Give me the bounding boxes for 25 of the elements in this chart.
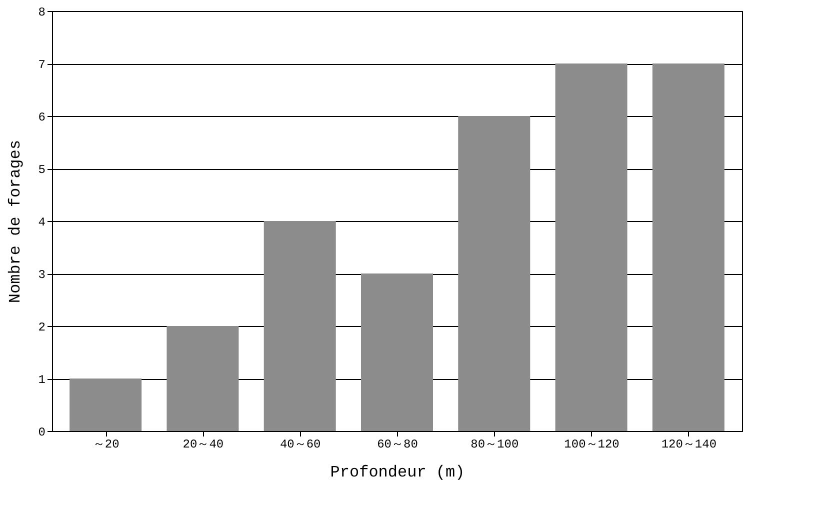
y-tick-label: 7 bbox=[38, 58, 46, 72]
x-tick-label: 40～60 bbox=[280, 438, 321, 452]
y-tick-label: 4 bbox=[38, 216, 46, 230]
x-tick-label: 80～100 bbox=[470, 438, 519, 452]
bar bbox=[264, 221, 336, 431]
y-tick-label: 3 bbox=[38, 268, 46, 282]
y-axis-title: Nombre de forages bbox=[6, 140, 24, 304]
bar bbox=[652, 64, 724, 431]
y-tick-label: 2 bbox=[38, 320, 46, 334]
y-tick-label: 5 bbox=[38, 163, 46, 177]
bar bbox=[166, 326, 239, 431]
bar bbox=[555, 64, 628, 431]
x-tick-label: 100～120 bbox=[564, 438, 620, 452]
y-tick-label: 0 bbox=[38, 426, 46, 440]
bar bbox=[361, 274, 433, 431]
y-tick-label: 8 bbox=[38, 6, 46, 20]
bar bbox=[70, 378, 142, 431]
y-tick-label: 6 bbox=[38, 110, 46, 124]
x-tick-label: 120～140 bbox=[661, 438, 717, 452]
x-axis-title: Profondeur (m) bbox=[330, 464, 465, 482]
y-tick-label: 1 bbox=[38, 373, 46, 387]
bar bbox=[458, 116, 530, 431]
x-tick-label: ～20 bbox=[92, 438, 120, 452]
x-tick-label: 60～80 bbox=[377, 438, 418, 452]
x-tick-label: 20～40 bbox=[182, 438, 224, 452]
